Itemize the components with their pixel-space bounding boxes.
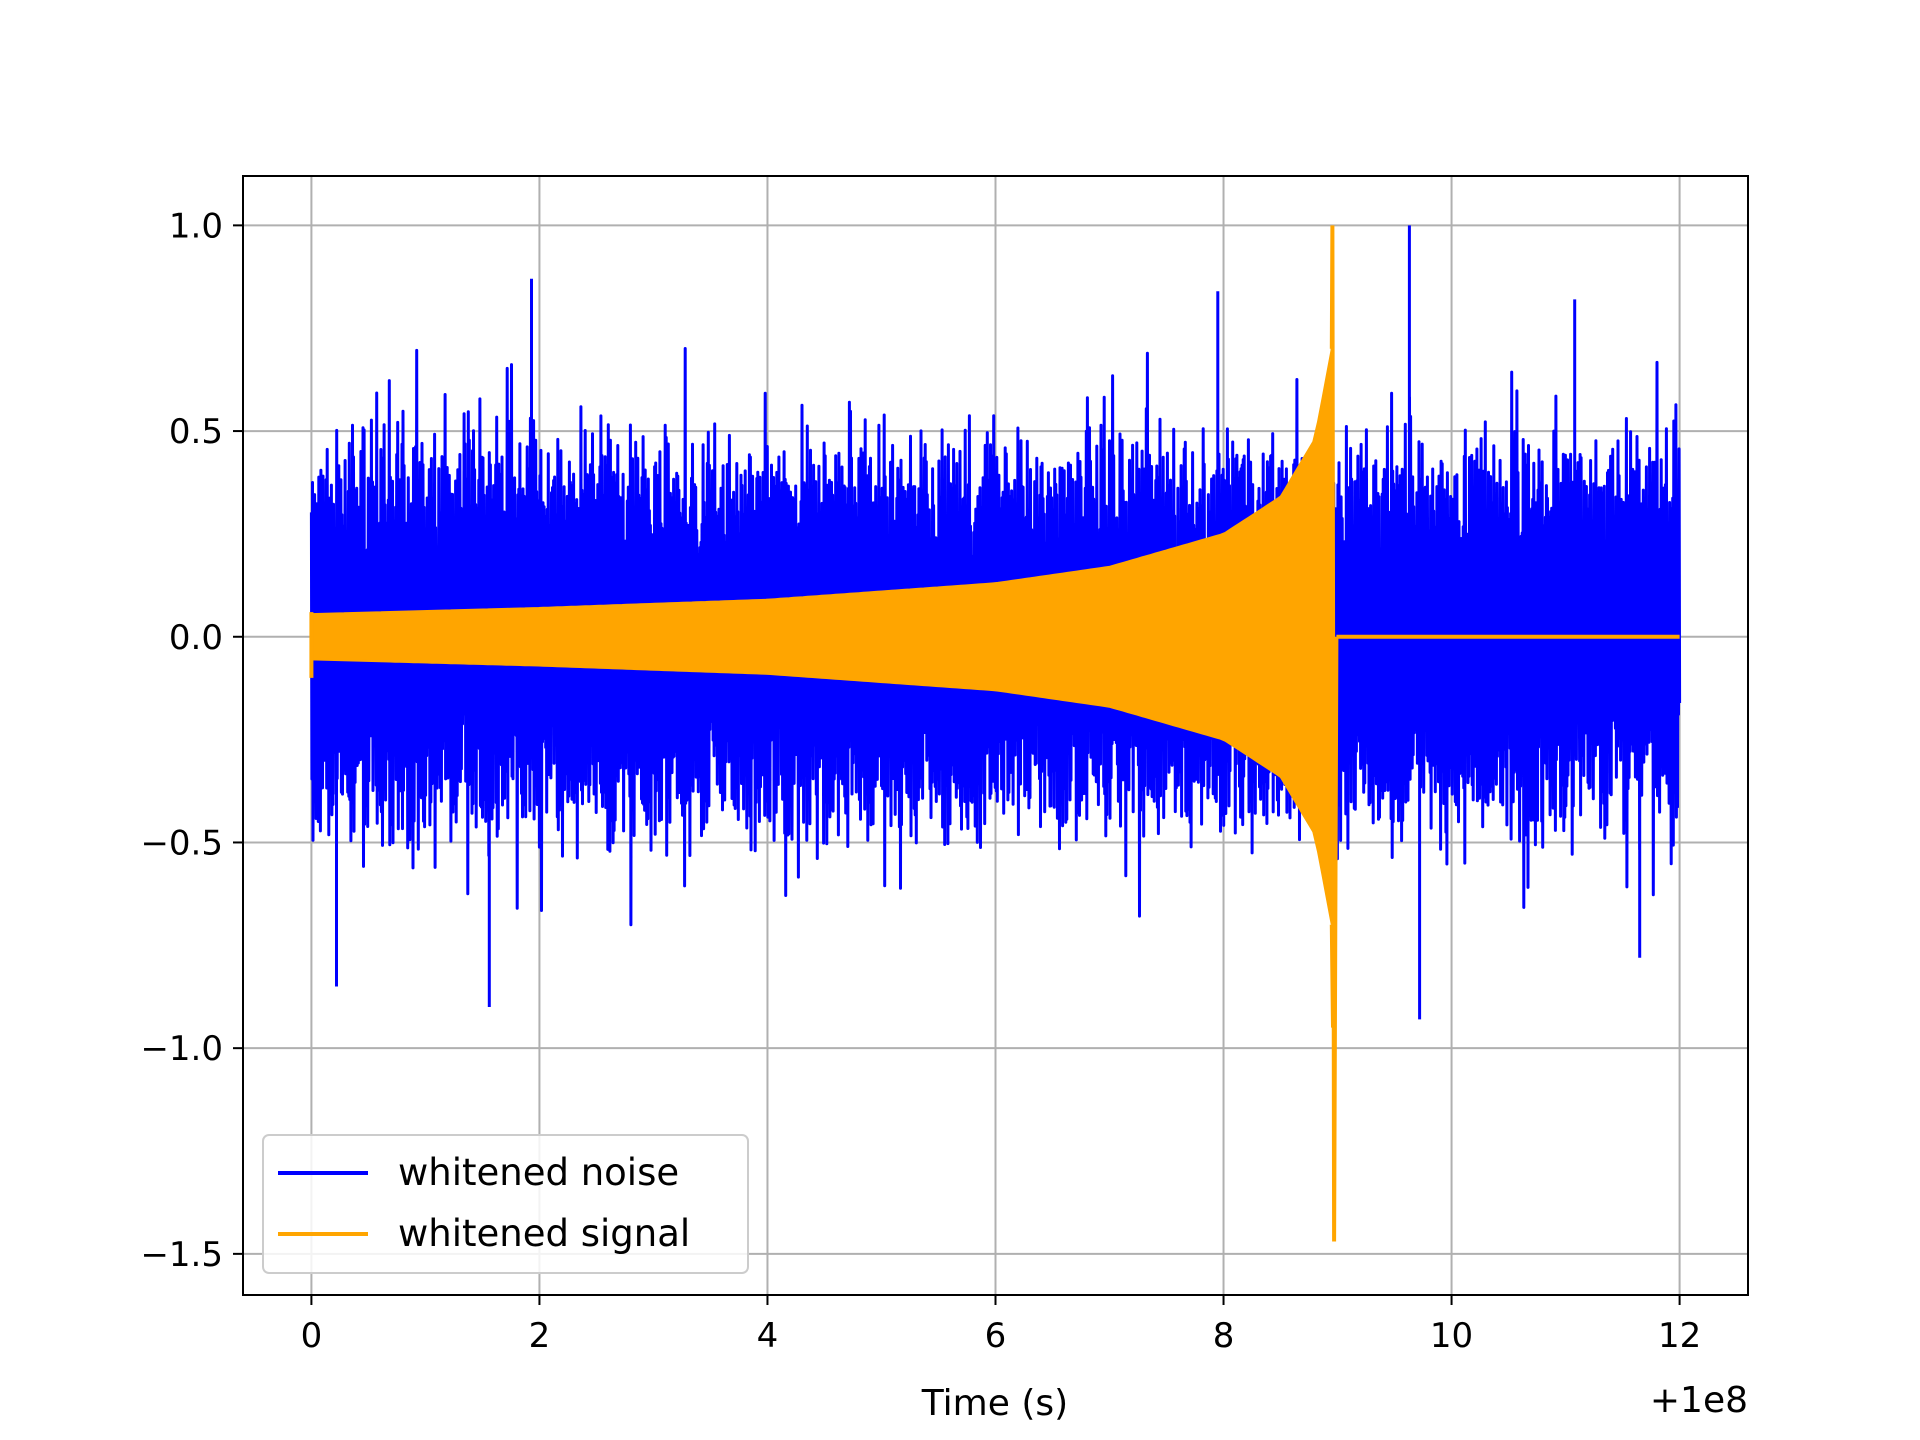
x-tick-label: 6	[985, 1316, 1007, 1356]
x-tick-label: 0	[301, 1316, 323, 1356]
y-tick-label: 0.0	[169, 618, 223, 658]
series-layer	[309, 225, 1682, 1242]
y-tick-label: −0.5	[140, 823, 223, 863]
legend-label-noise: whitened noise	[398, 1151, 679, 1194]
x-offset-label: +1e8	[1650, 1380, 1748, 1421]
y-tick-label: 1.0	[169, 206, 223, 246]
series-whitened-signal	[309, 225, 1680, 1242]
legend-label-signal: whitened signal	[398, 1212, 690, 1255]
x-tick-label: 10	[1430, 1316, 1473, 1356]
legend: whitened noise whitened signal	[262, 1134, 749, 1274]
legend-box	[262, 1134, 749, 1274]
signal-merger-spike	[1329, 225, 1339, 1242]
y-tick-label: −1.5	[140, 1235, 223, 1275]
y-tick-label: −1.0	[140, 1029, 223, 1069]
x-tick-label: 8	[1213, 1316, 1235, 1356]
axes-ticks: 0 2 4 6 8 10 12 1.0 0.5 0.0 −0.5 −1.0 −1.5	[140, 206, 1701, 1356]
y-tick-label: 0.5	[169, 412, 223, 452]
x-tick-label: 2	[529, 1316, 551, 1356]
x-axis-label: Time (s)	[921, 1383, 1068, 1424]
x-tick-label: 4	[757, 1316, 779, 1356]
x-tick-label: 12	[1658, 1316, 1701, 1356]
